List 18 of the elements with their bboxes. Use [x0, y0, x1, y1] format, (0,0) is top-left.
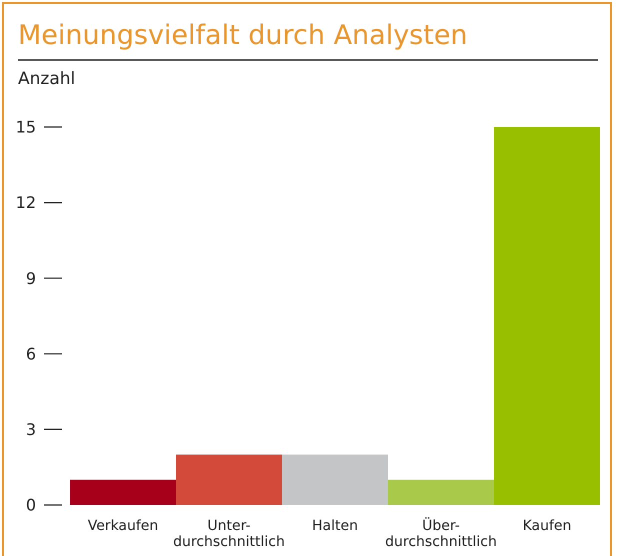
- x-tick-label: Halten: [312, 518, 358, 534]
- bar: [176, 454, 282, 505]
- x-tick-label: Über- durchschnittlich: [385, 517, 497, 550]
- x-tick-label: Verkaufen: [88, 518, 158, 534]
- x-tick-label: Unter- durchschnittlich: [173, 518, 285, 550]
- bar: [70, 480, 176, 505]
- y-tick-label: 3: [26, 420, 36, 439]
- y-tick-label: 9: [26, 268, 36, 288]
- bar: [388, 480, 494, 505]
- bar: [494, 127, 600, 505]
- chart-title: Meinungsvielfalt durch Analysten: [18, 20, 468, 51]
- y-tick-label: 12: [16, 193, 36, 212]
- y-tick-label: 15: [16, 118, 36, 137]
- y-tick-label: 6: [26, 344, 36, 364]
- y-tick-label: 0: [26, 496, 36, 515]
- y-axis-title: Anzahl: [18, 69, 76, 89]
- bar: [282, 454, 388, 505]
- x-tick-label: Kaufen: [522, 518, 572, 534]
